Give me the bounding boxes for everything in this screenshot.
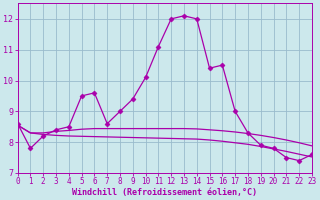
- X-axis label: Windchill (Refroidissement éolien,°C): Windchill (Refroidissement éolien,°C): [72, 188, 257, 197]
